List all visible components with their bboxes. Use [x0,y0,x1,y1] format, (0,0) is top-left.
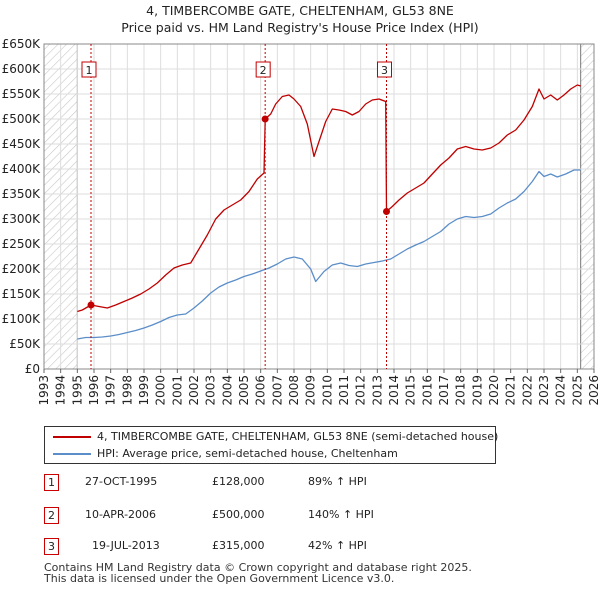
transaction-date: 27-OCT-1995 [85,475,158,488]
x-tick-label: 1997 [104,375,118,406]
sale-marker-point [383,208,390,215]
footer-licence: This data is licensed under the Open Gov… [44,572,395,585]
hatched-region [580,44,594,369]
x-tick-label: 2008 [287,375,301,406]
transaction-hpi-change: 42% ↑ HPI [308,539,367,552]
transaction-number-badge: 1 [44,474,59,491]
x-tick-label: 2026 [587,375,600,406]
sale-marker-label: 3 [381,64,388,77]
x-tick-label: 2018 [454,375,468,406]
legend-item-property: 4, TIMBERCOMBE GATE, CHELTENHAM, GL53 8N… [53,429,498,445]
x-tick-label: 2009 [304,375,318,406]
y-tick-label: £200K [2,262,42,276]
x-tick-label: 2010 [320,375,334,406]
sale-marker-label: 2 [260,64,267,77]
y-tick-label: £250K [2,237,42,251]
x-tick-label: 2002 [187,375,201,406]
series-line-hpi [77,169,581,340]
x-tick-label: 2001 [170,375,184,406]
price-chart: £0 £50K £100K £150K £200K £250K £300K £350K £400… [2,37,600,406]
x-tick-label: 2003 [204,375,218,406]
sale-marker-point [87,301,95,309]
x-tick-label: 2022 [520,375,534,406]
x-tick-label: 2004 [220,375,234,406]
y-tick-label: £300K [2,212,42,226]
transaction-price: £500,000 [212,508,265,521]
chart-title-line2: Price paid vs. HM Land Registry's House … [121,20,479,35]
transaction-date: 10-APR-2006 [85,508,157,521]
y-tick-label: £350K [2,187,42,201]
transaction-number-badge: 2 [44,507,59,524]
x-tick-label: 2017 [437,375,451,406]
legend-swatch-property [53,436,91,438]
y-tick-label: £0 [25,362,40,376]
transaction-number-badge: 3 [44,538,59,555]
footer-attribution: Contains HM Land Registry data © Crown c… [44,562,472,584]
y-tick-label: £600K [2,62,42,76]
series-line-property [77,84,581,313]
transaction-row: 3 19-JUL-2013 £315,000 42% ↑ HPI [0,538,600,558]
transaction-row: 2 10-APR-2006 £500,000 140% ↑ HPI [0,507,600,527]
y-tick-label: £450K [2,137,42,151]
x-tick-label: 2011 [337,375,351,406]
transaction-hpi-change: 140% ↑ HPI [308,508,374,521]
transaction-hpi-change: 89% ↑ HPI [308,475,367,488]
legend-item-hpi: HPI: Average price, semi-detached house,… [53,446,398,462]
legend-label-hpi: HPI: Average price, semi-detached house,… [97,447,398,460]
sale-marker-label: 1 [86,64,93,77]
legend-swatch-hpi [53,453,91,455]
x-tick-label: 2014 [387,375,401,406]
footer-copyright: Contains HM Land Registry data © Crown c… [44,561,472,574]
plot-frame [43,43,595,370]
transaction-row: 1 27-OCT-1995 £128,000 89% ↑ HPI [0,474,600,494]
y-tick-label: £550K [2,87,42,101]
x-tick-label: 2024 [554,375,568,406]
x-tick-label: 2012 [354,375,368,406]
sale-marker-badge [255,61,271,78]
y-tick-label: £100K [2,312,42,326]
x-tick-label: 2025 [570,375,584,406]
transaction-date: 19-JUL-2013 [92,539,160,552]
sale-marker-point [261,115,269,123]
x-tick-label: 1993 [37,375,51,406]
transaction-price: £128,000 [212,475,265,488]
chart-legend: 4, TIMBERCOMBE GATE, CHELTENHAM, GL53 8N… [44,426,498,464]
x-tick-label: 2016 [420,375,434,406]
transaction-price: £315,000 [212,539,265,552]
x-tick-label: 2020 [487,375,501,406]
y-tick-label: £150K [2,287,42,301]
x-tick-label: 2005 [237,375,251,406]
x-tick-label: 1995 [70,375,84,406]
x-tick-label: 2019 [470,375,484,406]
y-tick-label: £400K [2,162,42,176]
x-tick-label: 2006 [254,375,268,406]
x-tick-label: 2007 [270,375,284,406]
x-tick-label: 2021 [504,375,518,406]
y-tick-label: £50K [9,337,41,351]
x-tick-label: 1996 [87,375,101,406]
plot-background [44,44,594,369]
x-tick-label: 2023 [537,375,551,406]
x-tick-label: 1999 [137,375,151,406]
x-tick-label: 1998 [120,375,134,406]
x-tick-label: 2000 [154,375,168,406]
x-tick-label: 1994 [54,375,68,406]
legend-label-property: 4, TIMBERCOMBE GATE, CHELTENHAM, GL53 8N… [97,430,499,443]
chart-title-line1: 4, TIMBERCOMBE GATE, CHELTENHAM, GL53 8N… [146,3,454,18]
sale-marker-badge [377,61,392,78]
x-tick-label: 2013 [370,375,384,406]
sale-marker-badge [81,61,97,78]
x-tick-label: 2015 [404,375,418,406]
y-tick-label: £500K [2,112,42,126]
y-tick-label: £650K [2,37,42,51]
